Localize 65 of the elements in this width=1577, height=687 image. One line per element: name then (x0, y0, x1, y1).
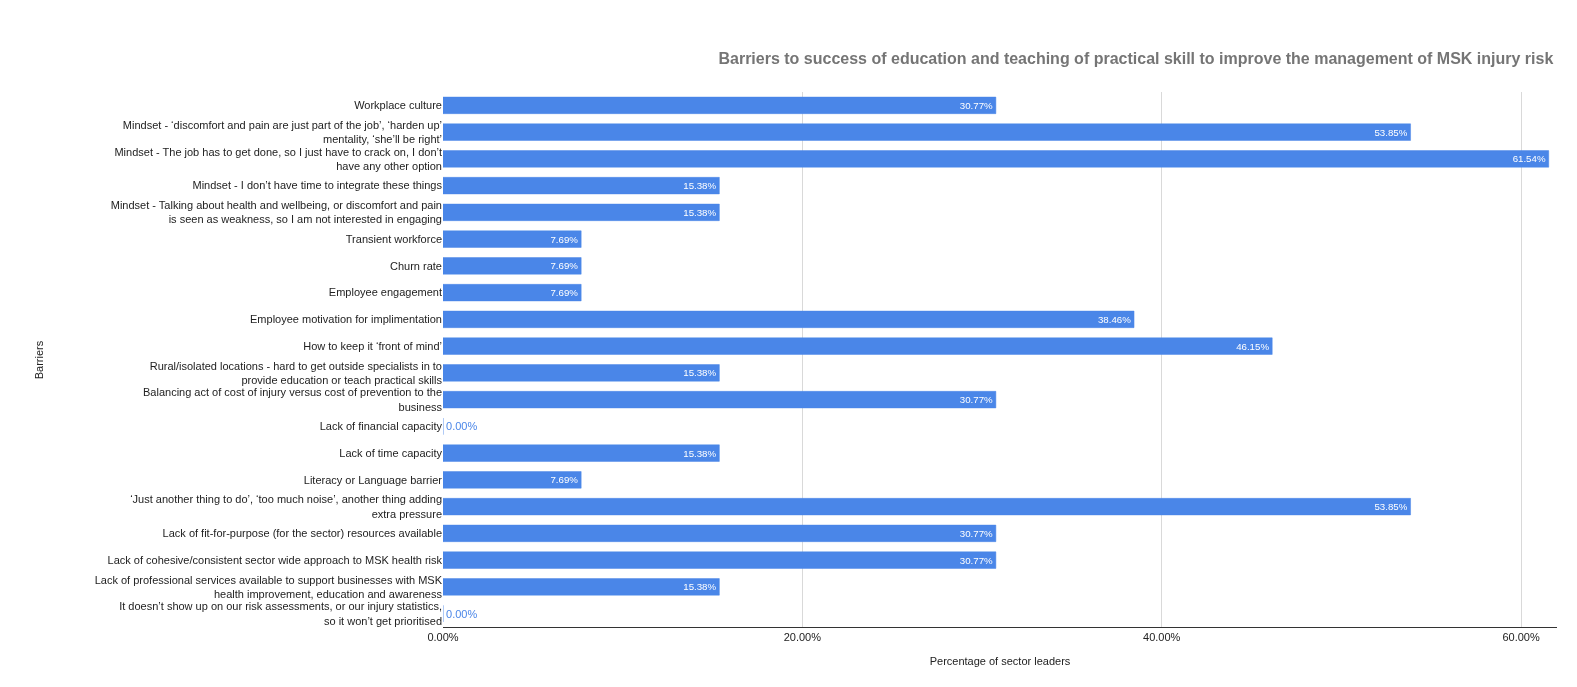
y-tick-label: ‘Just another thing to do’, ‘too much noise’, another thing adding extra pressure (130, 493, 442, 520)
y-tick-label: Workplace culture (354, 99, 442, 112)
data-label: 0.00% (446, 420, 478, 433)
y-tick-label: Mindset - ‘discomfort and pain are just part of the job’, ‘harden up’ mentality, ‘she’ll be right’ (122, 118, 442, 146)
y-tick-label: It doesn’t show up on our risk assessments, or our injury statistics, so it won’t get prioritised (119, 600, 442, 627)
data-label: 30.77% (959, 527, 994, 539)
bar (443, 498, 1411, 516)
data-label: 7.69% (550, 287, 579, 299)
data-label: 46.15% (1236, 340, 1270, 352)
data-label: 7.69% (550, 474, 579, 486)
bar (443, 364, 720, 382)
data-label: 61.54% (1512, 153, 1546, 165)
data-label: 0.00% (446, 607, 478, 620)
bar (443, 177, 720, 195)
data-label: 15.38% (683, 581, 717, 593)
bar (443, 310, 1135, 328)
bar (443, 284, 582, 302)
data-label: 15.38% (683, 367, 717, 379)
y-tick-label: Lack of cohesive/consistent sector wide approach to MSK health risk (107, 553, 443, 566)
y-tick-label: Rural/isolated locations - hard to get outside specialists in to provide education or teach practical skills (149, 359, 443, 386)
bar (443, 150, 1549, 168)
bar (443, 203, 720, 221)
y-tick-label: Balancing act of cost of injury versus cost of prevention to the business (143, 386, 443, 413)
x-axis-title: Percentage of sector leaders (929, 655, 1071, 668)
bar (443, 257, 582, 275)
data-label: 38.46% (1097, 313, 1132, 325)
data-label: 30.77% (959, 554, 994, 566)
bar (443, 391, 997, 409)
data-label: 53.85% (1374, 126, 1408, 138)
y-tick-label: Mindset - Talking about health and wellbeing, or discomfort and pain is seen as weakness, so I am not interested in engaging (110, 199, 442, 226)
y-tick-label: Mindset - The job has to get done, so I just have to crack on, I don’t have any other option (114, 145, 442, 172)
y-axis-title: Barriers (33, 340, 46, 380)
y-tick-label: Employee motivation for implimentation (250, 313, 442, 326)
data-label: 30.77% (959, 99, 994, 111)
bar (443, 578, 720, 596)
bar (443, 123, 1411, 141)
y-tick-label: Lack of professional services available to support businesses with MSK health improvement, education and awareness (94, 573, 443, 600)
x-tick-label: 40.00% (1143, 631, 1181, 644)
bar (443, 471, 582, 489)
bar (443, 444, 720, 462)
y-tick-label: Lack of fit-for-purpose (for the sector) resources available (162, 527, 442, 540)
data-label: 30.77% (959, 394, 994, 406)
data-label: 7.69% (550, 260, 579, 272)
data-label: 15.38% (683, 206, 717, 218)
y-tick-label: Mindset - I don’t have time to integrate these things (192, 179, 443, 192)
bar (443, 96, 997, 114)
y-tick-label: How to keep it ‘front of mind’ (303, 339, 442, 352)
x-tick-label: 0.00% (427, 631, 459, 644)
x-tick-label: 20.00% (783, 631, 822, 644)
bar (443, 230, 582, 248)
data-label: 53.85% (1374, 501, 1408, 513)
data-label: 7.69% (550, 233, 579, 245)
y-tick-label: Lack of time capacity (339, 446, 443, 459)
y-tick-label: Transient workforce (345, 232, 442, 245)
data-label: 15.38% (683, 180, 717, 192)
bar (443, 551, 997, 569)
y-tick-label: Churn rate (390, 259, 442, 272)
x-tick-label: 60.00% (1502, 631, 1540, 644)
bar (443, 337, 1273, 355)
data-label: 15.38% (683, 447, 717, 459)
y-tick-label: Employee engagement (328, 286, 442, 299)
chart-title: Barriers to success of education and teaching of practical skill to improve the management of MSK injury risk (718, 49, 1554, 67)
y-tick-label: Literacy or Language barrier (303, 473, 443, 486)
y-tick-label: Lack of financial capacity (319, 420, 443, 433)
bar (443, 524, 997, 542)
